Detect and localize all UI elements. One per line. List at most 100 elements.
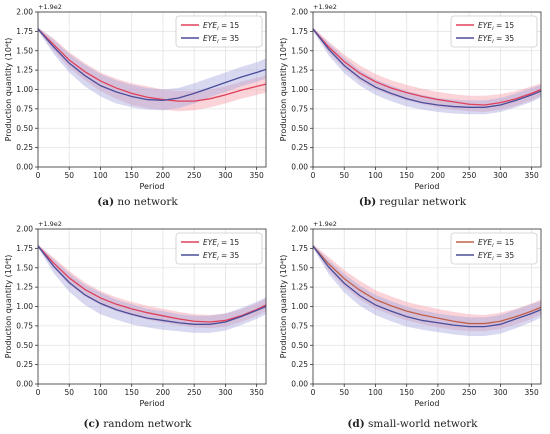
caption-d: (d) small-world network xyxy=(275,418,550,430)
x-axis-label: Period xyxy=(415,399,440,408)
x-tick-label: 200 xyxy=(156,388,171,397)
x-tick-label: 100 xyxy=(93,171,108,180)
y-tick-label: 2.00 xyxy=(16,225,33,234)
x-tick-label: 150 xyxy=(125,171,140,180)
y-tick-label: 0.75 xyxy=(291,104,308,113)
y-tick-label: 1.75 xyxy=(16,244,33,253)
y-tick-label: 2.00 xyxy=(291,225,308,234)
y-tick-label: 1.25 xyxy=(291,283,308,292)
confidence-band-series-2 xyxy=(313,244,541,336)
axis-offset-label: +1.9e2 xyxy=(313,3,337,11)
x-tick-label: 100 xyxy=(93,388,108,397)
series-line-2 xyxy=(37,28,267,102)
caption-a: (a) no network xyxy=(0,196,275,208)
caption-text: random network xyxy=(103,418,192,430)
chart-panel-c: 0 50 100 150 200 250 300 350 0.00 0.25 0.50 0.75 1.0… xyxy=(4,220,267,408)
legend-label: EYEi = 15 xyxy=(478,21,514,32)
y-tick-label: 0.00 xyxy=(16,380,33,389)
confidence-band-series-1 xyxy=(38,244,266,329)
y-tick-label: 1.00 xyxy=(291,85,308,94)
y-tick-label: 0.25 xyxy=(16,143,33,152)
x-tick-label: 50 xyxy=(339,388,349,397)
x-tick-label: 100 xyxy=(368,388,383,397)
series-line-1 xyxy=(37,245,267,323)
x-tick-label: 0 xyxy=(36,171,41,180)
chart-panel-a: 0 50 100 150 200 250 300 350 0.00 0.25 0.50 0.75 1.0… xyxy=(4,3,267,191)
x-tick-label: 150 xyxy=(400,388,415,397)
series-line-2 xyxy=(37,245,267,325)
x-tick-label: 0 xyxy=(36,388,41,397)
x-tick-label: 350 xyxy=(524,388,539,397)
x-tick-label: 350 xyxy=(524,171,539,180)
confidence-band-series-2 xyxy=(38,27,266,111)
y-axis-label: Production quantity (10⁴t) xyxy=(4,255,13,359)
x-tick-label: 300 xyxy=(493,388,508,397)
x-tick-label: 200 xyxy=(431,388,446,397)
y-tick-label: 2.00 xyxy=(291,8,308,17)
y-tick-label: 1.25 xyxy=(16,66,33,75)
legend-label: EYEi = 35 xyxy=(478,34,514,45)
y-tick-label: 1.25 xyxy=(16,283,33,292)
x-tick-label: 50 xyxy=(339,171,349,180)
y-tick-label: 0.75 xyxy=(16,104,33,113)
caption-b: (b) regular network xyxy=(275,196,550,208)
series-line-2 xyxy=(312,245,542,328)
x-axis-label: Period xyxy=(415,182,440,191)
caption-text: no network xyxy=(117,196,178,208)
y-tick-label: 0.50 xyxy=(16,124,33,133)
y-tick-label: 1.50 xyxy=(291,46,308,55)
chart-panel-b: 0 50 100 150 200 250 300 350 0.00 0.25 0.50 0.75 1.0… xyxy=(279,3,542,191)
axis-offset-label: +1.9e2 xyxy=(38,220,62,228)
y-tick-label: 0.50 xyxy=(291,341,308,350)
y-tick-label: 0.25 xyxy=(291,143,308,152)
y-tick-label: 0.75 xyxy=(291,321,308,330)
legend-label: EYEi = 35 xyxy=(478,251,514,262)
x-tick-label: 50 xyxy=(64,171,74,180)
x-tick-label: 250 xyxy=(187,388,202,397)
x-axis-label: Period xyxy=(140,399,165,408)
legend-label: EYEi = 15 xyxy=(478,238,514,249)
y-tick-label: 0.25 xyxy=(16,360,33,369)
y-tick-label: 1.00 xyxy=(16,85,33,94)
x-tick-label: 350 xyxy=(249,388,264,397)
x-tick-label: 300 xyxy=(493,171,508,180)
x-tick-label: 50 xyxy=(64,388,74,397)
y-axis-label: Production quantity (10⁴t) xyxy=(279,38,288,142)
confidence-band-series-1 xyxy=(313,27,541,112)
x-tick-label: 150 xyxy=(125,388,140,397)
y-tick-label: 1.25 xyxy=(291,66,308,75)
caption-c: (c) random network xyxy=(0,418,275,430)
caption-letter: (d) xyxy=(347,418,365,430)
series-line-2 xyxy=(312,28,542,108)
x-tick-label: 200 xyxy=(431,171,446,180)
x-tick-label: 300 xyxy=(218,171,233,180)
caption-letter: (c) xyxy=(83,418,100,430)
legend-label: EYEi = 35 xyxy=(203,34,239,45)
x-tick-label: 250 xyxy=(187,171,202,180)
y-tick-label: 0.00 xyxy=(291,380,308,389)
y-tick-label: 1.00 xyxy=(291,302,308,311)
axis-offset-label: +1.9e2 xyxy=(313,220,337,228)
x-tick-label: 250 xyxy=(462,171,477,180)
y-tick-label: 1.75 xyxy=(291,27,308,36)
series-line-1 xyxy=(312,28,542,106)
x-tick-label: 250 xyxy=(462,388,477,397)
confidence-band-series-1 xyxy=(313,244,541,332)
y-tick-label: 0.00 xyxy=(291,163,308,172)
legend-box xyxy=(175,15,263,48)
caption-text: regular network xyxy=(379,196,467,208)
x-tick-label: 350 xyxy=(249,171,264,180)
axis-offset-label: +1.9e2 xyxy=(38,3,62,11)
y-tick-label: 1.75 xyxy=(16,27,33,36)
y-tick-label: 0.00 xyxy=(16,163,33,172)
x-tick-label: 0 xyxy=(311,388,316,397)
y-tick-label: 0.50 xyxy=(16,341,33,350)
series-line-1 xyxy=(37,28,267,102)
chart-panel-d: 0 50 100 150 200 250 300 350 0.00 0.25 0.50 0.75 1.0… xyxy=(279,220,542,408)
legend-label: EYEi = 35 xyxy=(203,251,239,262)
y-tick-label: 1.00 xyxy=(16,302,33,311)
y-tick-label: 0.75 xyxy=(16,321,33,330)
caption-letter: (b) xyxy=(358,196,377,208)
legend-box xyxy=(450,232,538,265)
